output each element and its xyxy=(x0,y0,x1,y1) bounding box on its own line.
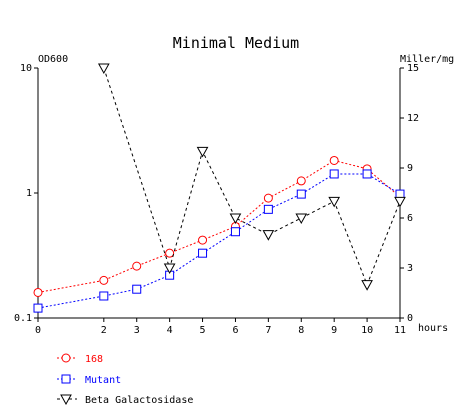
right-axis-label: Miller/mg xyxy=(400,54,454,65)
series-line-1 xyxy=(37,173,401,309)
right-tick-label-9: 9 xyxy=(407,163,413,174)
x-tick-label-4: 4 xyxy=(167,325,173,336)
x-tick-label-3: 3 xyxy=(134,325,140,336)
series-line-2 xyxy=(103,67,401,287)
x-tick-label-6: 6 xyxy=(232,325,238,336)
data-point-0-6 xyxy=(263,193,273,203)
data-point-0-8 xyxy=(329,155,339,165)
x-tick-label-10: 10 xyxy=(361,325,373,336)
data-point-1-4 xyxy=(198,248,208,258)
data-point-0-4 xyxy=(198,235,208,245)
data-point-2-5 xyxy=(295,213,308,225)
legend-marker-2 xyxy=(60,394,72,405)
data-point-1-9 xyxy=(362,169,372,179)
right-tick-label-3: 3 xyxy=(407,263,413,274)
x-tick-label-11: 11 xyxy=(394,325,406,336)
data-point-2-6 xyxy=(328,196,341,208)
data-point-2-4 xyxy=(262,230,275,241)
left-tick-label-0: 0.1 xyxy=(14,313,32,324)
left-tick-label-1: 1 xyxy=(26,188,32,199)
data-point-1-0 xyxy=(33,303,43,313)
right-tick-label-12: 12 xyxy=(407,113,419,124)
data-point-2-7 xyxy=(361,280,373,291)
x-tick-label-2: 2 xyxy=(101,325,107,336)
left-tick-label-2: 10 xyxy=(20,63,32,74)
x-tick-label-8: 8 xyxy=(298,325,304,336)
data-point-0-0 xyxy=(33,287,43,297)
data-point-1-7 xyxy=(296,189,306,199)
data-point-0-7 xyxy=(296,176,306,186)
right-tick-label-0: 0 xyxy=(407,313,413,324)
data-point-0-3 xyxy=(165,248,175,258)
data-point-1-5 xyxy=(230,227,240,237)
chart-title: Minimal Medium xyxy=(173,34,299,52)
legend-marker-1 xyxy=(61,374,71,384)
data-point-1-8 xyxy=(329,169,339,179)
data-point-2-0 xyxy=(97,63,110,75)
x-tick-label-7: 7 xyxy=(265,325,271,336)
data-point-1-2 xyxy=(132,284,142,294)
data-point-0-1 xyxy=(99,275,109,285)
data-point-2-1 xyxy=(163,263,176,275)
data-point-0-2 xyxy=(132,261,142,271)
right-tick-label-15: 15 xyxy=(407,63,419,74)
legend-label-0: 168 xyxy=(85,354,103,365)
x-tick-label-5: 5 xyxy=(200,325,206,336)
right-tick-label-6: 6 xyxy=(407,213,413,224)
data-point-1-1 xyxy=(99,291,109,301)
left-axis-label: OD600 xyxy=(38,54,68,65)
legend-label-2: Beta Galactosidase xyxy=(85,395,193,405)
data-point-2-3 xyxy=(229,213,242,225)
legend-label-1: Mutant xyxy=(85,375,121,386)
legend-marker-0 xyxy=(61,353,71,363)
x-tick-label-9: 9 xyxy=(331,325,337,336)
data-point-2-8 xyxy=(394,196,406,208)
series-line-0 xyxy=(37,159,401,293)
data-point-2-2 xyxy=(196,146,209,158)
x-axis-label: hours xyxy=(418,323,448,334)
x-tick-label-0: 0 xyxy=(35,325,41,336)
data-point-1-6 xyxy=(263,204,273,214)
